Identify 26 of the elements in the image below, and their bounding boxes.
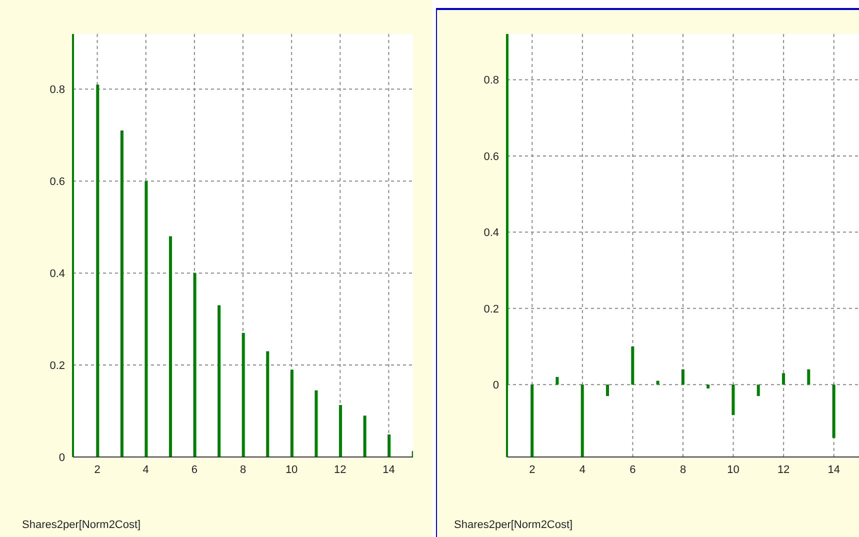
y-tick-label: 0.6 xyxy=(50,176,65,188)
x-tick-label: 4 xyxy=(579,464,586,476)
y-tick-label: 0.2 xyxy=(484,303,499,316)
x-tick-label: 8 xyxy=(680,464,686,476)
text: Shares2per[Norm2Cost] xyxy=(454,519,573,531)
x-tick-label: 6 xyxy=(630,464,636,476)
y-tick-label: 0.8 xyxy=(50,84,65,96)
x-tick-label: 6 xyxy=(191,464,198,476)
x-tick-label: 10 xyxy=(285,464,298,476)
x-tick-label: 12 xyxy=(334,464,346,476)
y-tick-label: 0.4 xyxy=(484,227,499,240)
y-tick-label: 0.4 xyxy=(50,268,65,280)
x-tick-label: 14 xyxy=(828,464,840,476)
x-tick-label: 12 xyxy=(777,464,790,476)
x-tick-label: 14 xyxy=(382,464,395,476)
x-tick-label: 4 xyxy=(142,464,149,476)
y-tick-label: 0.6 xyxy=(484,150,499,163)
x-tick-label: 2 xyxy=(94,464,100,476)
text: Shares2per[Norm2Cost] xyxy=(22,519,141,531)
y-tick-label: 0 xyxy=(492,380,499,392)
y-tick-label: 0.8 xyxy=(484,74,499,87)
y-tick-label: 0 xyxy=(58,452,65,464)
x-tick-label: 10 xyxy=(727,464,740,476)
x-tick-label: 8 xyxy=(240,464,246,476)
x-tick-label: 2 xyxy=(529,464,536,476)
y-tick-label: 0.2 xyxy=(50,360,65,372)
